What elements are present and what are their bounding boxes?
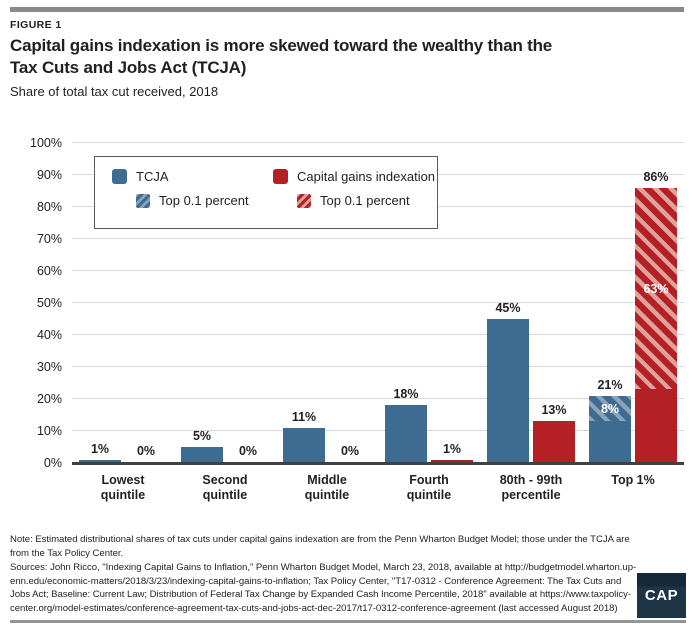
legend-item-cgi-top01: Top 0.1 percent xyxy=(273,193,410,208)
gridline xyxy=(72,238,684,239)
bar-tcja: 21% 8% xyxy=(589,378,631,463)
x-axis-category-text: Lowest quintile xyxy=(100,473,146,502)
bar-value-label: 13% xyxy=(541,403,567,418)
top-rule xyxy=(10,7,684,12)
y-axis-tick-label: 40% xyxy=(36,328,62,342)
x-axis-labels: Lowest quintile Second quintile Middle qui… xyxy=(72,473,684,503)
bar-top01-hatch: 63% xyxy=(635,187,677,390)
sources-line: center.org/model-estimates/conference-ag… xyxy=(10,602,618,614)
legend-item-cgi: Capital gains indexation xyxy=(273,169,435,184)
legend-item-tcja: TCJA xyxy=(112,169,273,184)
legend-row-1: TCJA Capital gains indexation xyxy=(112,169,437,184)
bar-value-label: 45% xyxy=(495,301,521,315)
y-axis-tick-label: 50% xyxy=(36,296,62,310)
bar-top01-value-label: 63% xyxy=(643,281,669,296)
bar-group: 11% 0% xyxy=(276,143,378,463)
y-axis-tick-label: 80% xyxy=(36,200,62,214)
bar-value-label: 1% xyxy=(90,441,110,456)
gridline xyxy=(72,430,684,431)
legend-swatch-tcja xyxy=(112,169,127,184)
chart-title-line-2: Tax Cuts and Jobs Act (TCJA) xyxy=(10,58,247,77)
bar-top01-hatch: 8% xyxy=(589,395,631,422)
sources-line: Sources: John Ricco, "Indexing Capital G… xyxy=(10,562,637,573)
legend-swatch-cgi-top01-hatch xyxy=(297,193,311,208)
x-axis-category-text: Second quintile xyxy=(202,473,248,502)
bar-value-label: 11% xyxy=(291,409,317,424)
gridline xyxy=(72,334,684,335)
bar-tcja: 11% xyxy=(283,410,325,463)
y-axis-tick-label: 70% xyxy=(36,232,62,246)
bar-tcja: 1% xyxy=(79,442,121,463)
y-axis-tick-label: 30% xyxy=(36,360,62,374)
chart-legend: TCJA Capital gains indexation Top 0.1 pe… xyxy=(94,156,438,229)
legend-swatch-cgi xyxy=(273,169,288,184)
bar-tcja: 18% xyxy=(385,387,427,463)
y-axis-tick-label: 10% xyxy=(36,424,62,438)
bar-group: 21% 8% 86% 63% xyxy=(582,143,684,463)
note-text: Note: Estimated distributional shares of… xyxy=(10,533,630,560)
x-axis-category-label: Top 1% xyxy=(582,473,684,503)
x-axis-category-label: Fourth quintile xyxy=(378,473,480,503)
bar-top01-value-label: 8% xyxy=(600,401,620,416)
x-axis-category-label: Lowest quintile xyxy=(72,473,174,503)
bar-groups: 1% 0% 5% 0% 11% 0% 18% 1% 45% 13% 21% 8% 86% 63% xyxy=(72,143,684,463)
bar-tcja: 5% xyxy=(181,429,223,463)
legend-item-tcja-top01: Top 0.1 percent xyxy=(112,193,273,208)
x-axis-category-text: 80th - 99th percentile xyxy=(499,473,563,502)
legend-row-2: Top 0.1 percent Top 0.1 percent xyxy=(112,193,437,208)
chart-title: Capital gains indexation is more skewed … xyxy=(10,35,552,79)
x-axis-line xyxy=(72,462,684,465)
sources-line: enn.edu/economic-matters/2018/3/23/index… xyxy=(10,575,622,587)
y-axis-tick-label: 90% xyxy=(36,168,62,182)
y-axis-tick-label: 60% xyxy=(36,264,62,278)
note-line: from the Tax Policy Center. xyxy=(10,547,124,559)
x-axis-category-text: Top 1% xyxy=(611,473,655,487)
legend-label-cgi: Capital gains indexation xyxy=(297,169,436,184)
gridline xyxy=(72,398,684,399)
bar-value-label: 21% xyxy=(597,377,623,392)
bar-value-label: 0% xyxy=(238,443,258,458)
figure-label: FIGURE 1 xyxy=(10,19,62,31)
gridline xyxy=(72,302,684,303)
gridline xyxy=(72,270,684,271)
y-axis-tick-label: 0% xyxy=(43,456,62,470)
chart-title-line-1: Capital gains indexation is more skewed … xyxy=(10,36,553,55)
bottom-rule xyxy=(10,620,686,623)
sources-text: Sources: John Ricco, "Indexing Capital G… xyxy=(10,561,636,615)
chart-subtitle: Share of total tax cut received, 2018 xyxy=(10,84,219,99)
legend-swatch-tcja-top01-hatch xyxy=(136,193,150,208)
bar-group: 45% 13% xyxy=(480,143,582,463)
x-axis-category-label: 80th - 99th percentile xyxy=(480,473,582,503)
x-axis-category-label: Second quintile xyxy=(174,473,276,503)
legend-label-cgi-top01: Top 0.1 percent xyxy=(320,193,410,208)
bar-group: 18% 1% xyxy=(378,143,480,463)
y-axis-tick-label: 20% xyxy=(36,392,62,406)
bar-value-label: 0% xyxy=(136,443,156,458)
legend-label-tcja: TCJA xyxy=(136,169,169,184)
bar-tcja: 45% xyxy=(487,301,529,463)
bar-value-label: 5% xyxy=(192,429,212,443)
bar-value-label: 86% xyxy=(643,169,669,184)
x-axis-category-text: Middle quintile xyxy=(304,473,350,502)
x-axis-category-text: Fourth quintile xyxy=(406,473,452,502)
note-line: Note: Estimated distributional shares of… xyxy=(10,534,630,545)
gridline xyxy=(72,142,684,143)
bar-capital-gains-indexation: 13% xyxy=(533,403,575,463)
sources-line: Jobs Act; Baseline: Current Law; Distrib… xyxy=(10,589,631,600)
gridline xyxy=(72,366,684,367)
bar-capital-gains-indexation: 1% xyxy=(431,442,473,463)
x-axis-category-label: Middle quintile xyxy=(276,473,378,503)
bar-value-label: 0% xyxy=(340,443,360,458)
y-axis-tick-label: 100% xyxy=(30,136,62,150)
bar-value-label: 18% xyxy=(393,387,419,402)
plot-area: 0% 10% 20% 30% 40% 50% 60% 70% 80% 90% 100% 1% 0% 5% 0… xyxy=(30,136,684,470)
bar-capital-gains-indexation: 86% 63% xyxy=(635,170,677,463)
cap-logo: CAP xyxy=(637,573,686,618)
bar-value-label: 1% xyxy=(442,441,462,456)
legend-label-tcja-top01: Top 0.1 percent xyxy=(159,193,249,208)
